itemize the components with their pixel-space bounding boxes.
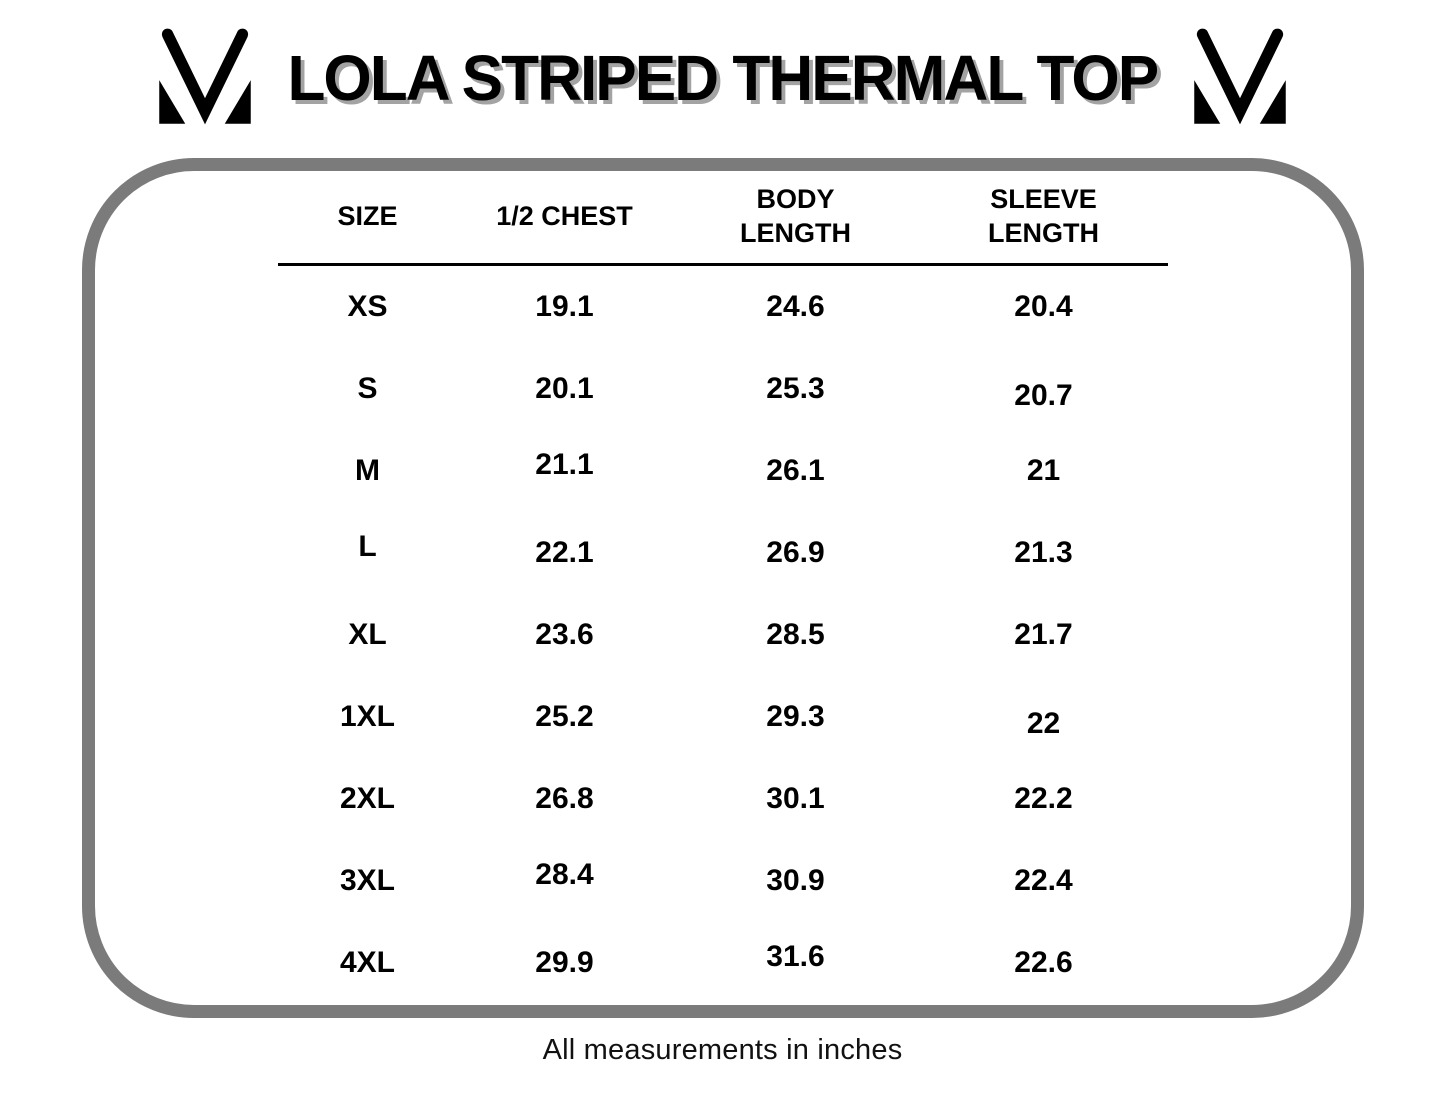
half-chest-cell: 20.1	[535, 372, 594, 405]
column-header-size: SIZE	[277, 171, 458, 266]
brand-m-logo-icon	[150, 26, 260, 130]
size-cell: 4XL	[339, 946, 396, 979]
half-chest-cell: 22.1	[535, 536, 594, 569]
sleeve-length-cell: 21.7	[1014, 618, 1073, 651]
half-chest-cell: 28.4	[535, 858, 594, 891]
size-chart-panel: SIZE 1/2 CHEST BODY LENGTH SLEEVE LENGTH…	[81, 158, 1364, 1018]
column-header-size-label: SIZE	[337, 201, 398, 232]
table-row-1xl: 1XL 25.2 29.3 22	[278, 676, 1168, 758]
size-chart-table: SIZE 1/2 CHEST BODY LENGTH SLEEVE LENGTH…	[277, 171, 1168, 1004]
size-cell: XS	[347, 290, 388, 323]
body-length-cell: 30.1	[766, 782, 825, 815]
size-cell: 3XL	[339, 864, 396, 897]
half-chest-cell: 26.8	[535, 782, 594, 815]
body-length-cell: 25.3	[766, 372, 825, 405]
column-header-sleeve-length: SLEEVE LENGTH	[919, 171, 1168, 266]
page-header: LOLA STRIPED THERMAL TOP	[0, 0, 1445, 134]
body-length-cell: 26.9	[766, 536, 825, 569]
size-cell: L	[358, 530, 377, 563]
page-title: LOLA STRIPED THERMAL TOP	[287, 42, 1160, 114]
half-chest-cell: 23.6	[535, 618, 594, 651]
sleeve-length-cell: 22.6	[1014, 946, 1073, 979]
sleeve-length-cell: 22.2	[1014, 782, 1073, 815]
body-length-cell: 29.3	[766, 700, 825, 733]
sleeve-length-cell: 21.3	[1014, 536, 1073, 569]
table-row-3xl: 3XL 28.4 30.9 22.4	[278, 840, 1168, 922]
body-length-cell: 30.9	[766, 864, 825, 897]
body-length-cell: 31.6	[766, 940, 825, 973]
column-header-half-chest-label: 1/2 CHEST	[496, 201, 633, 232]
size-cell: 1XL	[339, 700, 396, 733]
brand-m-logo-icon	[1185, 26, 1295, 130]
sleeve-length-cell: 20.4	[1014, 290, 1073, 323]
body-length-cell: 28.5	[766, 618, 825, 651]
table-header-row: SIZE 1/2 CHEST BODY LENGTH SLEEVE LENGTH	[277, 171, 1168, 266]
sleeve-length-cell: 21	[1026, 454, 1061, 487]
column-header-half-chest: 1/2 CHEST	[457, 171, 672, 266]
table-row-2xl: 2XL 26.8 30.1 22.2	[278, 758, 1168, 840]
size-cell: 2XL	[339, 782, 396, 815]
sleeve-length-cell: 22	[1026, 707, 1061, 740]
measurements-note: All measurements in inches	[542, 1034, 903, 1066]
sleeve-length-cell: 20.7	[1014, 379, 1073, 412]
column-header-body-length: BODY LENGTH	[671, 171, 920, 266]
half-chest-cell: 19.1	[535, 290, 594, 323]
half-chest-cell: 29.9	[535, 946, 594, 979]
size-cell: XL	[348, 618, 387, 651]
table-row-s: S 20.1 25.3 20.7	[278, 348, 1168, 430]
table-row-xl: XL 23.6 28.5 21.7	[278, 594, 1168, 676]
body-length-cell: 24.6	[766, 290, 825, 323]
size-cell: M	[355, 454, 380, 487]
table-row-4xl: 4XL 29.9 31.6 22.6	[278, 922, 1168, 1004]
size-cell: S	[357, 372, 378, 405]
half-chest-cell: 25.2	[535, 700, 594, 733]
column-header-body-length-label: BODY LENGTH	[740, 184, 851, 248]
table-row-xs: XS 19.1 24.6 20.4	[278, 265, 1168, 349]
table-row-m: M 21.1 26.1 21	[278, 430, 1168, 512]
sleeve-length-cell: 22.4	[1014, 864, 1073, 897]
column-header-sleeve-length-label: SLEEVE LENGTH	[988, 184, 1099, 248]
table-row-l: L 22.1 26.9 21.3	[278, 512, 1168, 594]
half-chest-cell: 21.1	[535, 448, 594, 481]
body-length-cell: 26.1	[766, 454, 825, 487]
